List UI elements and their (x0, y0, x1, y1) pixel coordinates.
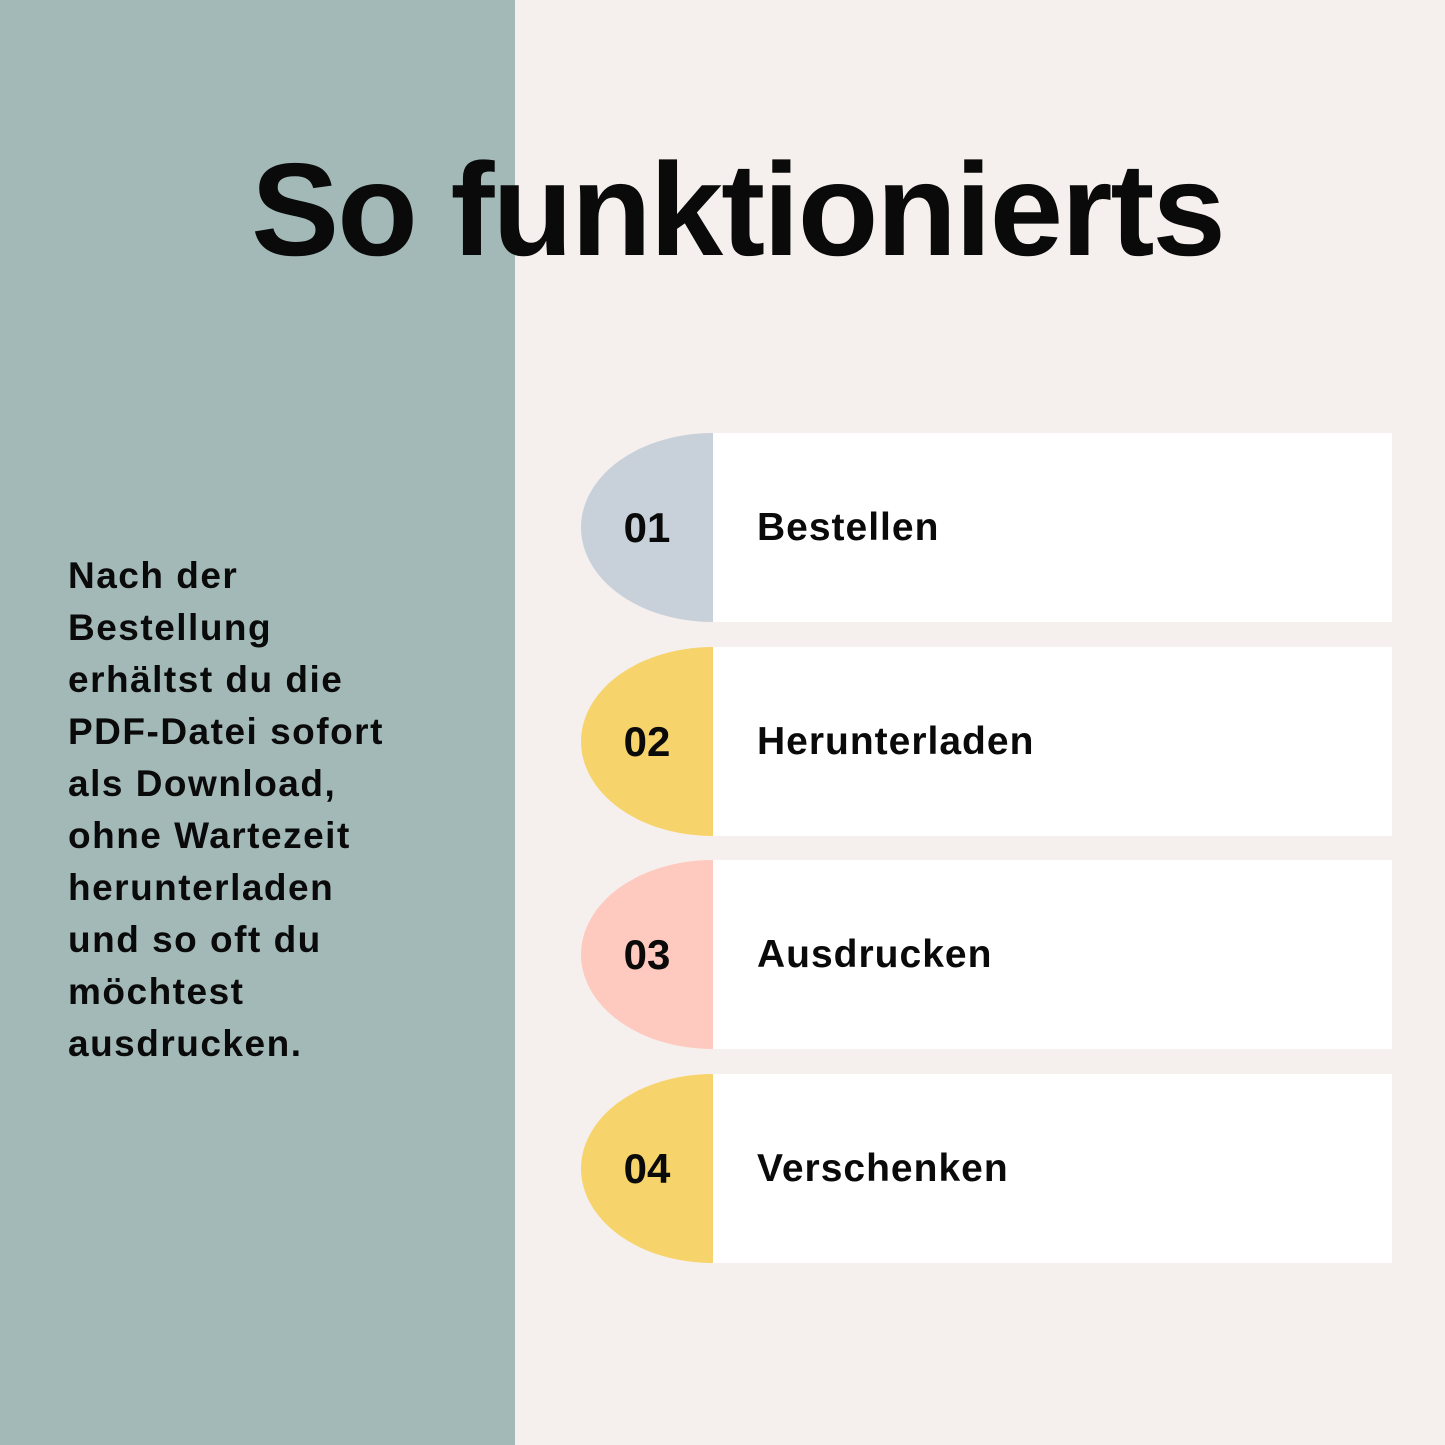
step-label: Bestellen (713, 433, 1392, 622)
step-label: Ausdrucken (713, 860, 1392, 1049)
page-title: So funktionierts (251, 136, 1226, 283)
step-03: 03 Ausdrucken (581, 860, 1392, 1049)
description-line: erhältst du die (68, 659, 344, 700)
description-line: ohne Wartezeit (68, 815, 351, 856)
step-01: 01 Bestellen (581, 433, 1392, 622)
description-line: Nach der (68, 555, 239, 596)
step-label: Verschenken (713, 1074, 1392, 1263)
step-04: 04 Verschenken (581, 1074, 1392, 1263)
description-line: möchtest (68, 971, 245, 1012)
step-02: 02 Herunterladen (581, 647, 1392, 836)
description-line: als Download, (68, 763, 337, 804)
description-line: Bestellung (68, 607, 273, 648)
description-line: herunterladen (68, 867, 335, 908)
step-number: 01 (581, 433, 713, 622)
description-text: Nach der Bestellung erhältst du die PDF-Dat… (68, 550, 384, 1070)
step-number: 02 (581, 647, 713, 836)
step-label: Herunterladen (713, 647, 1392, 836)
step-number: 04 (581, 1074, 713, 1263)
left-panel (0, 0, 515, 1445)
description-line: ausdrucken. (68, 1023, 303, 1064)
description-line: PDF-Datei sofort (68, 711, 384, 752)
description-line: und so oft du (68, 919, 322, 960)
step-number: 03 (581, 860, 713, 1049)
